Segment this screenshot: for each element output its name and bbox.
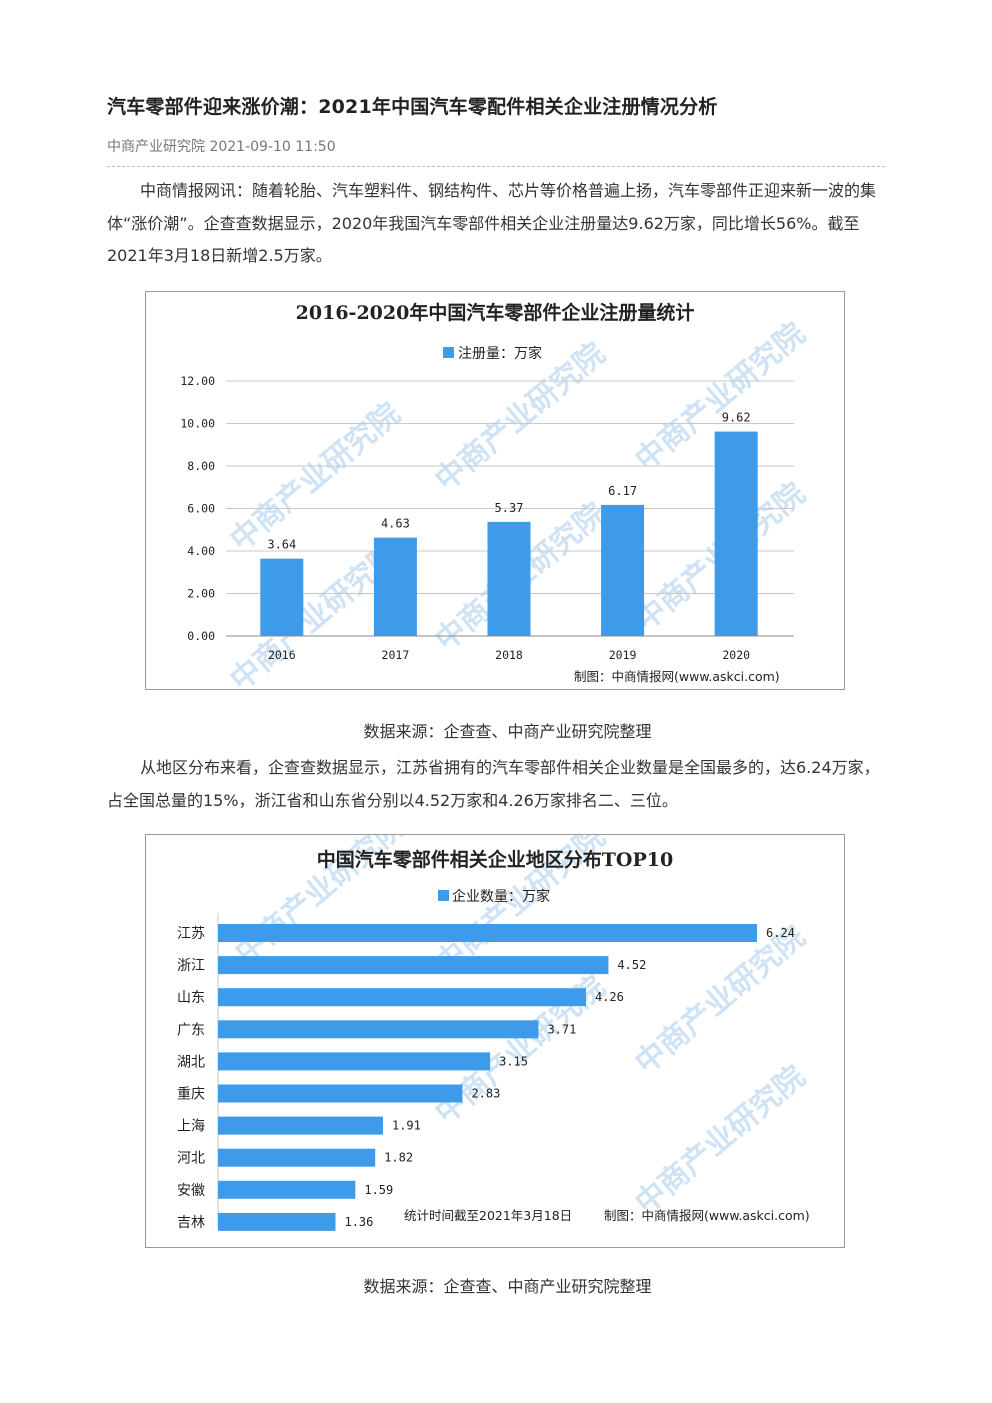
bar [218,924,757,942]
y-tick-label: 8.00 [187,459,215,473]
data-label: 6.17 [608,484,637,498]
data-label: 1.59 [364,1183,393,1197]
y-tick-label: 10.00 [180,417,215,431]
registration-chart-svg: 中商产业研究院中商产业研究院中商产业研究院中商产业研究院中商产业研究院中商产业研… [180,301,812,689]
chart-caption-2: 数据来源：企查查、中商产业研究院整理 [363,1277,652,1296]
chart-note: 统计时间截至2021年3月18日 [404,1208,572,1223]
legend-swatch [438,890,449,901]
legend-label: 注册量：万家 [458,345,542,362]
data-label: 3.71 [547,1022,576,1036]
data-label: 5.37 [495,501,524,515]
category-label: 江苏 [177,926,205,942]
bar [218,1148,376,1167]
data-label: 3.15 [499,1054,528,1068]
data-label: 4.26 [595,990,624,1004]
bar [218,1212,336,1231]
y-tick-label: 4.00 [187,544,215,558]
category-label: 湖北 [177,1054,205,1070]
chart-title: 2016-2020年中国汽车零部件企业注册量统计 [296,301,695,324]
watermark-text: 中商产业研究院 [629,1059,812,1221]
article-title: 汽车零部件迎来涨价潮：2021年中国汽车零配件相关企业注册情况分析 [107,96,718,118]
data-label: 1.36 [344,1215,373,1229]
paragraph-region: 从地区分布来看，企查查数据显示，江苏省拥有的汽车零部件相关企业数量是全国最多的，… [107,758,880,810]
bar [218,1052,491,1071]
category-label: 山东 [177,990,205,1006]
category-label: 上海 [177,1119,205,1135]
y-tick-label: 2.00 [187,587,215,601]
category-label: 广东 [177,1022,205,1038]
bar [218,988,586,1007]
data-label: 4.63 [381,517,410,531]
data-label: 4.52 [617,958,646,972]
category-label: 河北 [177,1151,205,1167]
y-tick-label: 0.00 [187,629,215,643]
paragraph-intro: 中商情报网讯：随着轮胎、汽车塑料件、钢结构件、芯片等价格普遍上扬，汽车零部件正迎… [107,181,877,265]
bar [714,431,758,636]
bar [218,1020,539,1039]
legend-swatch [443,347,454,358]
region-chart: 中商产业研究院 中商产业研究院 中商产业研究院 中商产业研究院 中商产业研究院 中国汽车… [145,834,845,1248]
data-label: 6.24 [766,926,795,940]
bar [218,1180,356,1199]
data-label: 1.82 [384,1151,413,1165]
watermark-text: 中商产业研究院 [629,919,812,1081]
x-tick-label: 2018 [495,648,523,662]
data-label: 3.64 [267,538,296,552]
chart-title: 中国汽车零部件相关企业地区分布TOP10 [317,848,673,871]
legend-label: 企业数量：万家 [452,888,550,905]
grid-lines [226,380,794,637]
bar [373,537,417,636]
data-label: 1.91 [392,1119,421,1133]
chart-credit: 制图：中商情报网(www.askci.com) [604,1208,810,1223]
watermark-text: 中商产业研究院 [224,396,407,558]
x-tick-label: 2019 [609,648,637,662]
bars: 江苏 6.24 浙江 4.52 山东 4.26 广东 3.71 湖北 3.15 重庆 2.83 上海 1.… [177,913,795,1231]
bar [218,1116,383,1135]
category-label: 重庆 [177,1087,205,1103]
bar [487,521,531,636]
chart-caption-1: 数据来源：企查查、中商产业研究院整理 [363,722,652,741]
bar [218,956,609,975]
category-label: 浙江 [177,958,205,974]
bars: 3.64 4.63 5.37 6.17 9.62 [260,411,758,636]
x-tick-label: 2020 [722,648,750,662]
data-label: 2.83 [471,1087,500,1101]
bar [260,558,304,636]
y-tick-label: 6.00 [187,502,215,516]
x-tick-label: 2016 [268,648,296,662]
x-tick-label: 2017 [382,648,410,662]
data-label: 9.62 [722,411,751,425]
bar [601,504,645,636]
category-label: 安徽 [177,1183,205,1199]
article-meta: 中商产业研究院 2021-09-10 11:50 [107,139,336,155]
bar [218,1084,463,1103]
chart-credit: 制图：中商情报网(www.askci.com) [574,669,780,684]
registration-chart: 中商产业研究院中商产业研究院中商产业研究院中商产业研究院中商产业研究院中商产业研… [145,291,845,690]
divider [107,166,885,167]
y-tick-label: 12.00 [180,374,215,388]
y-axis-ticks: 0.00 2.00 4.00 6.00 8.00 10.00 12.00 [180,374,215,643]
category-label: 吉林 [177,1215,205,1231]
x-axis-ticks: 2016 2017 2018 2019 2020 [268,648,750,662]
